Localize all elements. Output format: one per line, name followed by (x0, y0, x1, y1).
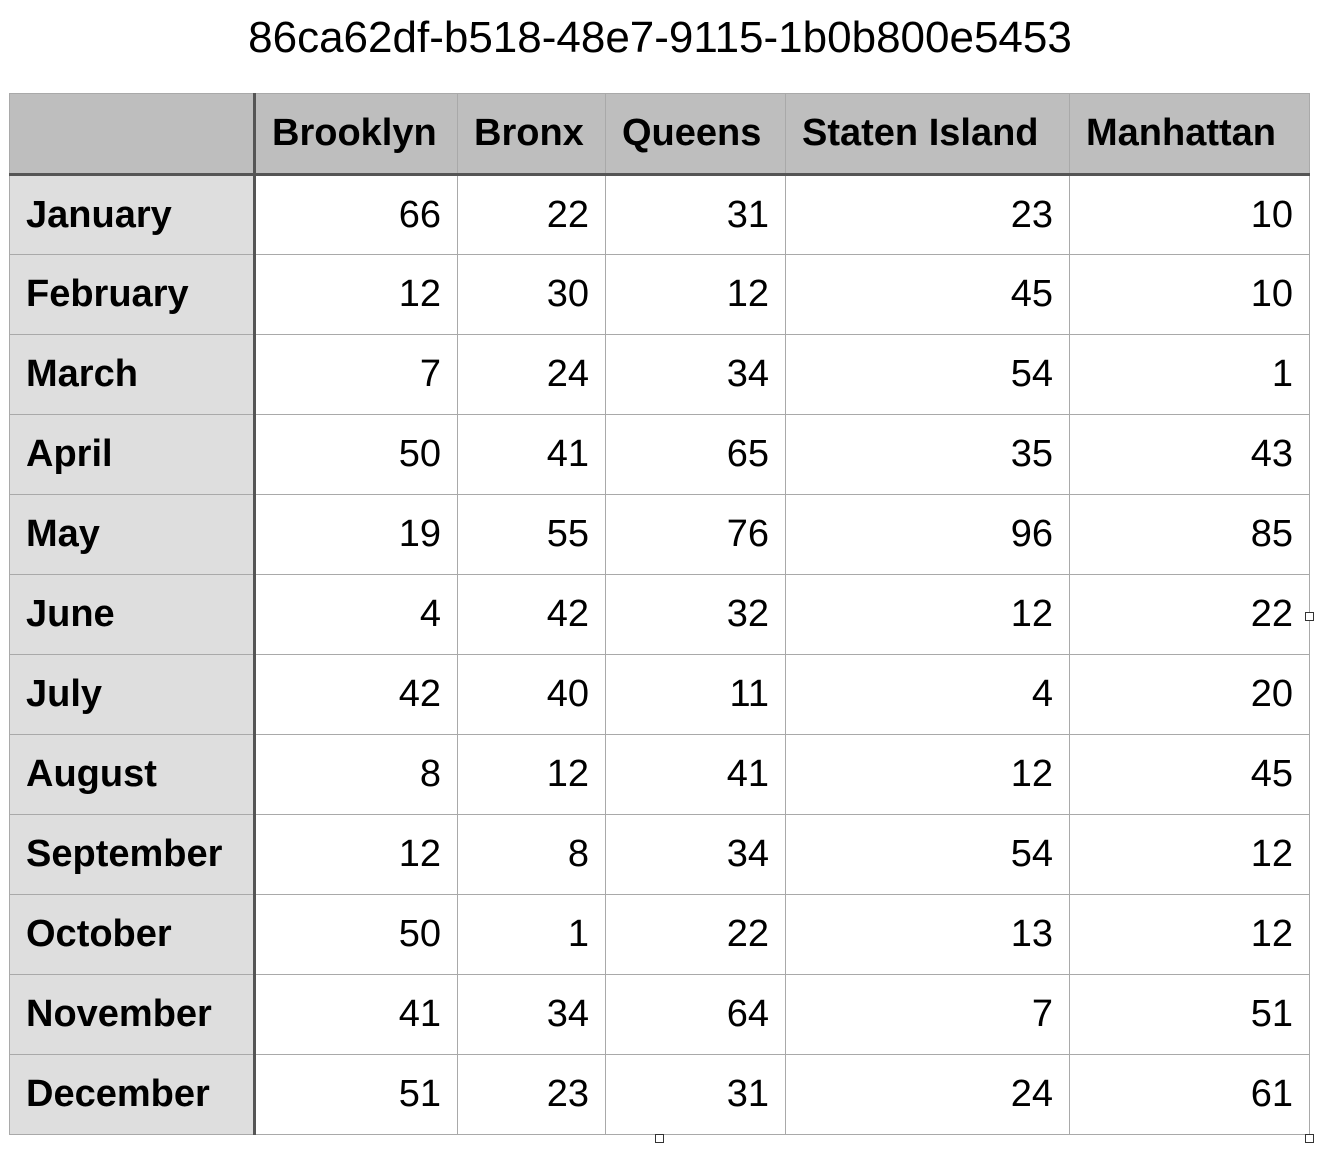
table-cell[interactable]: 22 (457, 174, 606, 255)
table-cell[interactable]: 51 (1069, 974, 1310, 1055)
table-cell[interactable]: 45 (1069, 734, 1310, 815)
table-row: July 42 40 11 4 20 (9, 654, 1310, 735)
table-cell[interactable]: 4 (254, 574, 458, 655)
table-row: January 66 22 31 23 10 (9, 174, 1310, 255)
row-header[interactable]: June (9, 574, 256, 655)
resize-handle-bottom[interactable] (655, 1134, 664, 1143)
table-cell[interactable]: 42 (254, 654, 458, 735)
table-cell[interactable]: 55 (457, 494, 606, 575)
table-cell[interactable]: 8 (254, 734, 458, 815)
row-header[interactable]: May (9, 494, 256, 575)
table-cell[interactable]: 24 (457, 334, 606, 415)
table-row: June 4 42 32 12 22 (9, 574, 1310, 655)
column-header[interactable]: Bronx (457, 93, 606, 176)
table-cell[interactable]: 12 (1069, 894, 1310, 975)
table-cell[interactable]: 23 (785, 174, 1070, 255)
resize-handle-corner[interactable] (1305, 1134, 1314, 1143)
table-cell[interactable]: 22 (605, 894, 786, 975)
table-cell[interactable]: 35 (785, 414, 1070, 495)
data-table[interactable]: Brooklyn Bronx Queens Staten Island Manh… (9, 93, 1310, 1135)
row-header[interactable]: December (9, 1054, 256, 1135)
table-cell[interactable]: 61 (1069, 1054, 1310, 1135)
table-cell[interactable]: 41 (605, 734, 786, 815)
table-cell[interactable]: 12 (605, 254, 786, 335)
table-cell[interactable]: 54 (785, 814, 1070, 895)
table-cell[interactable]: 19 (254, 494, 458, 575)
table-cell[interactable]: 12 (457, 734, 606, 815)
column-header[interactable]: Queens (605, 93, 786, 176)
table-cell[interactable]: 76 (605, 494, 786, 575)
table-cell[interactable]: 41 (254, 974, 458, 1055)
table-cell[interactable]: 40 (457, 654, 606, 735)
table-cell[interactable]: 11 (605, 654, 786, 735)
table-cell[interactable]: 12 (785, 734, 1070, 815)
table-row: September 12 8 34 54 12 (9, 814, 1310, 895)
table-cell[interactable]: 31 (605, 1054, 786, 1135)
table-cell[interactable]: 64 (605, 974, 786, 1055)
table-cell[interactable]: 23 (457, 1054, 606, 1135)
table-cell[interactable]: 96 (785, 494, 1070, 575)
table-row: May 19 55 76 96 85 (9, 494, 1310, 575)
table-cell[interactable]: 12 (254, 814, 458, 895)
header-row: Brooklyn Bronx Queens Staten Island Manh… (9, 93, 1310, 176)
table-cell[interactable]: 8 (457, 814, 606, 895)
table-cell[interactable]: 7 (785, 974, 1070, 1055)
table-row: December 51 23 31 24 61 (9, 1054, 1310, 1135)
table-cell[interactable]: 41 (457, 414, 606, 495)
table-cell[interactable]: 85 (1069, 494, 1310, 575)
table-cell[interactable]: 1 (457, 894, 606, 975)
table-cell[interactable]: 12 (1069, 814, 1310, 895)
row-header[interactable]: October (9, 894, 256, 975)
table-cell[interactable]: 7 (254, 334, 458, 415)
table-cell[interactable]: 22 (1069, 574, 1310, 655)
row-header[interactable]: March (9, 334, 256, 415)
table-cell[interactable]: 45 (785, 254, 1070, 335)
table-cell[interactable]: 13 (785, 894, 1070, 975)
table-cell[interactable]: 54 (785, 334, 1070, 415)
table-cell[interactable]: 24 (785, 1054, 1070, 1135)
table-cell[interactable]: 4 (785, 654, 1070, 735)
row-header[interactable]: September (9, 814, 256, 895)
table-cell[interactable]: 34 (457, 974, 606, 1055)
row-header[interactable]: April (9, 414, 256, 495)
row-header[interactable]: July (9, 654, 256, 735)
table-cell[interactable]: 1 (1069, 334, 1310, 415)
table-cell[interactable]: 66 (254, 174, 458, 255)
table-cell[interactable]: 10 (1069, 254, 1310, 335)
corner-cell[interactable] (9, 93, 256, 176)
table-cell[interactable]: 42 (457, 574, 606, 655)
table-row: October 50 1 22 13 12 (9, 894, 1310, 975)
table-cell[interactable]: 34 (605, 334, 786, 415)
table-cell[interactable]: 65 (605, 414, 786, 495)
table-cell[interactable]: 50 (254, 894, 458, 975)
table-cell[interactable]: 50 (254, 414, 458, 495)
table-cell[interactable]: 12 (785, 574, 1070, 655)
table-cell[interactable]: 43 (1069, 414, 1310, 495)
resize-handle-right[interactable] (1305, 612, 1314, 621)
table-cell[interactable]: 30 (457, 254, 606, 335)
table-cell[interactable]: 20 (1069, 654, 1310, 735)
table-row: November 41 34 64 7 51 (9, 974, 1310, 1055)
column-header[interactable]: Brooklyn (254, 93, 458, 176)
table-cell[interactable]: 51 (254, 1054, 458, 1135)
table-cell[interactable]: 12 (254, 254, 458, 335)
row-header[interactable]: February (9, 254, 256, 335)
table-title: 86ca62df-b518-48e7-9115-1b0b800e5453 (248, 13, 1072, 62)
table-cell[interactable]: 34 (605, 814, 786, 895)
row-header[interactable]: November (9, 974, 256, 1055)
table-cell[interactable]: 10 (1069, 174, 1310, 255)
table-row: March 7 24 34 54 1 (9, 334, 1310, 415)
row-header[interactable]: January (9, 174, 256, 255)
column-header[interactable]: Staten Island (785, 93, 1070, 176)
column-header[interactable]: Manhattan (1069, 93, 1310, 176)
table-row: February 12 30 12 45 10 (9, 254, 1310, 335)
table-row: April 50 41 65 35 43 (9, 414, 1310, 495)
table-cell[interactable]: 31 (605, 174, 786, 255)
table-cell[interactable]: 32 (605, 574, 786, 655)
row-header[interactable]: August (9, 734, 256, 815)
table-row: August 8 12 41 12 45 (9, 734, 1310, 815)
